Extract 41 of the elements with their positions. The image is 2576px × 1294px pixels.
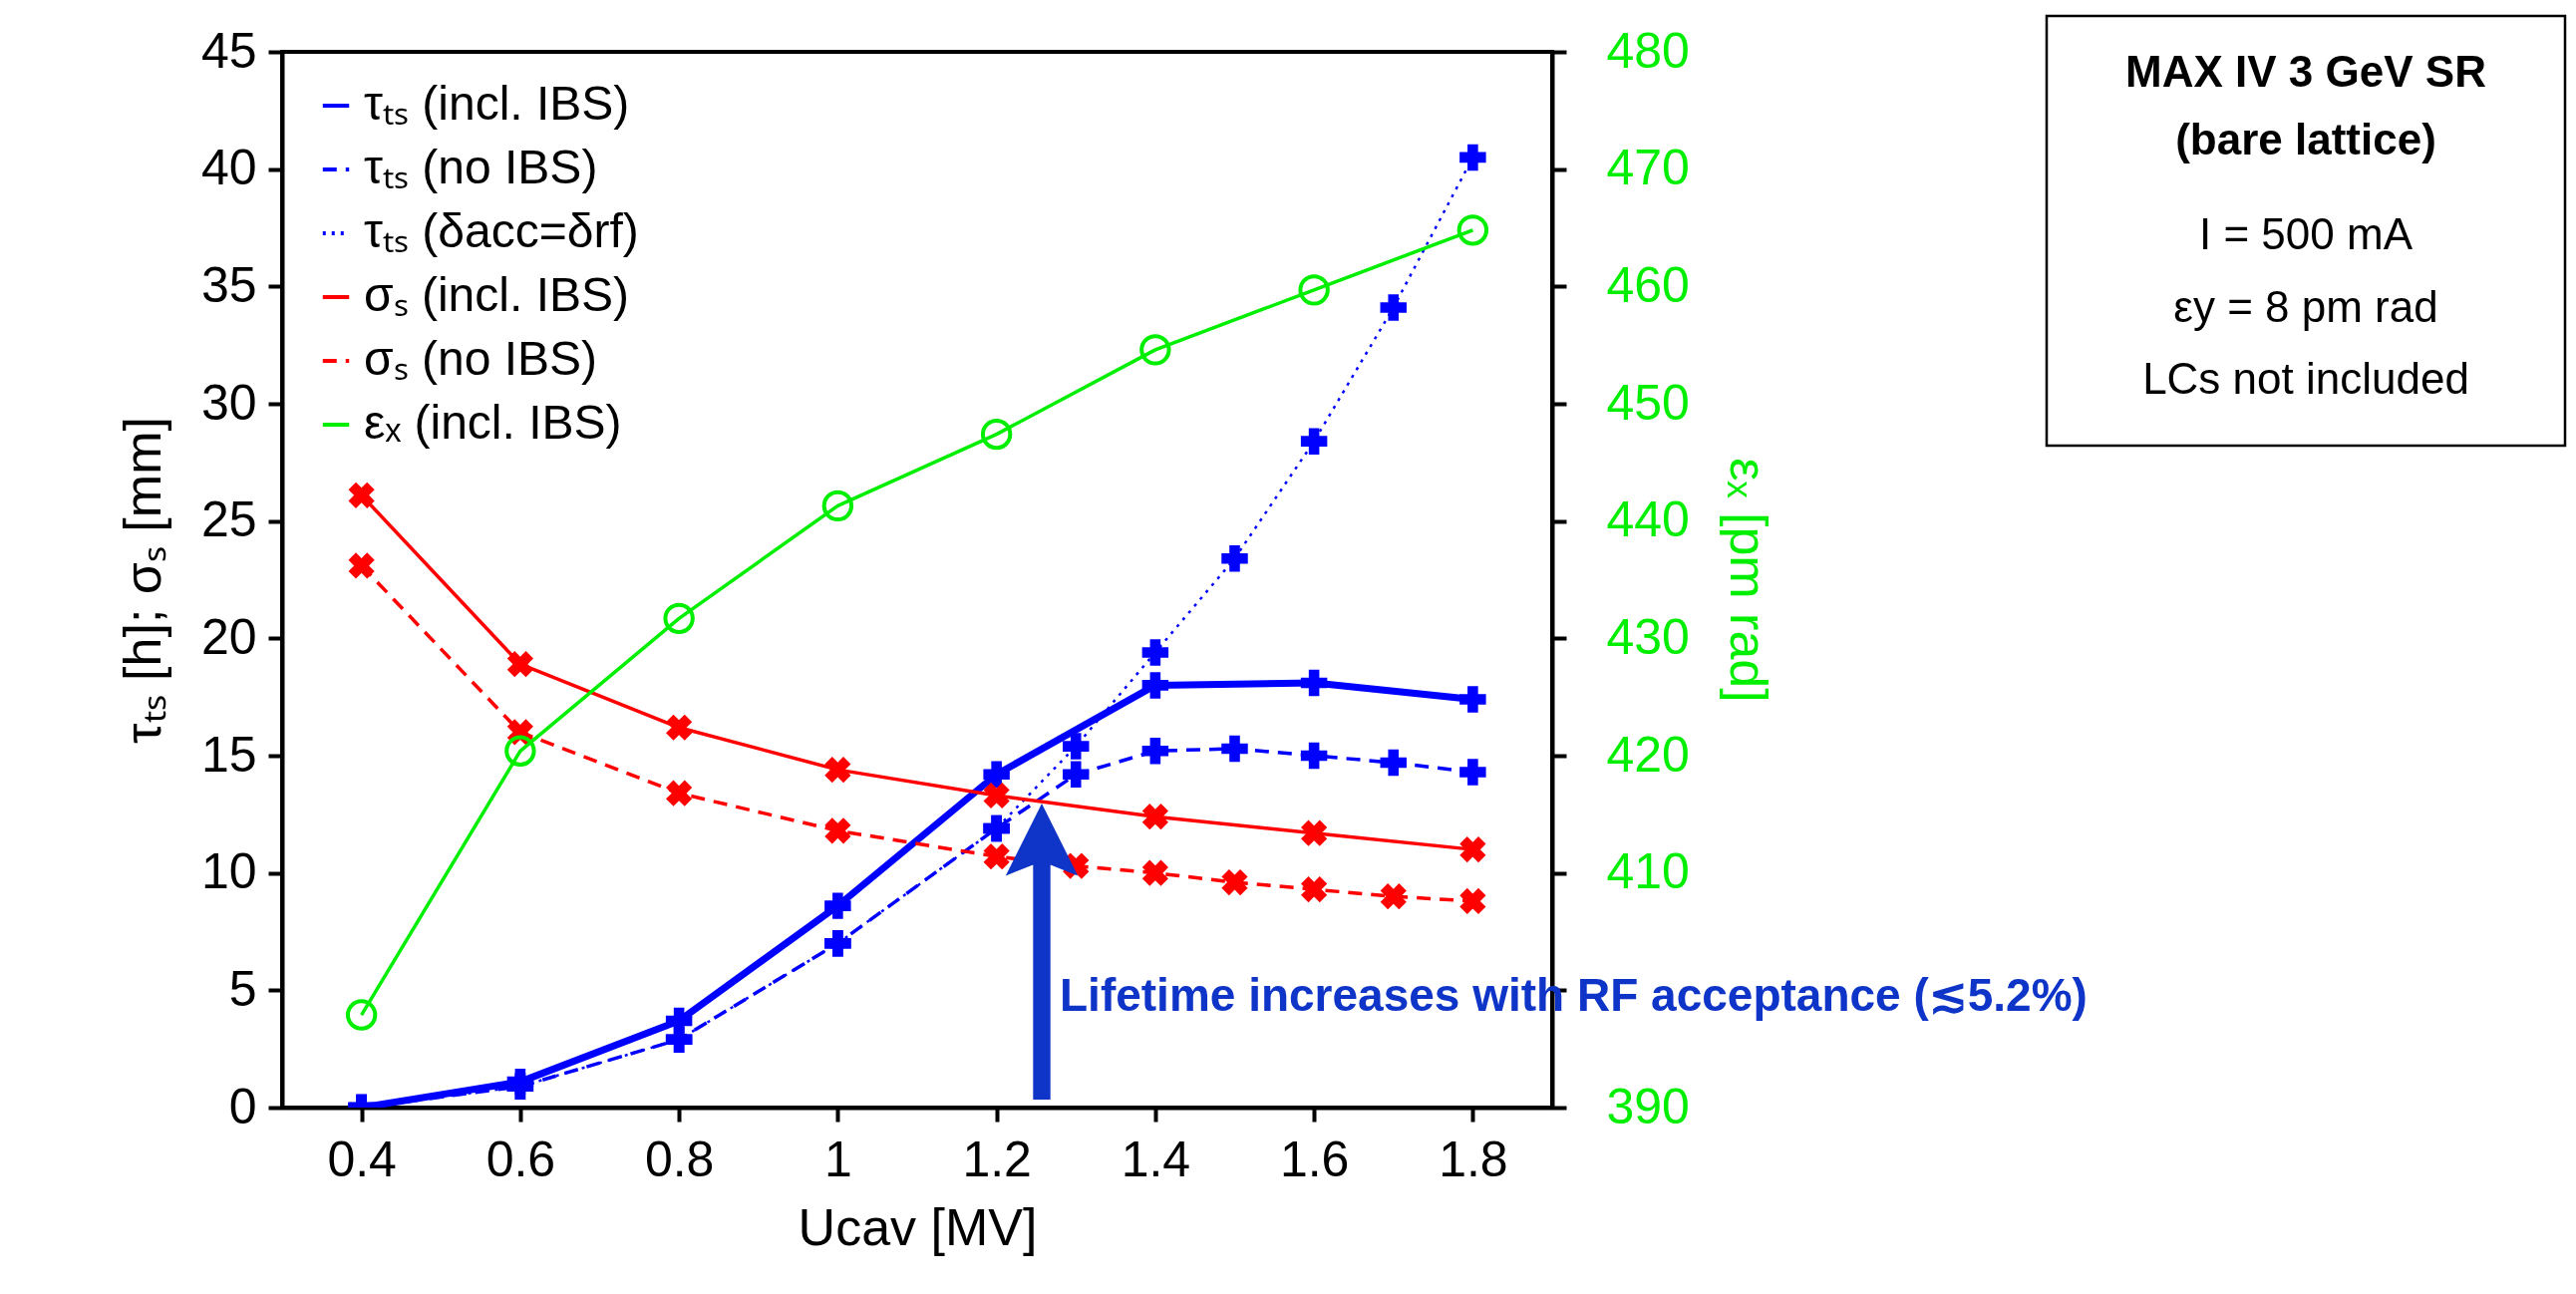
y-tick-label: 5 — [228, 960, 257, 1017]
x-tick-label: 1.6 — [1279, 1131, 1350, 1187]
y2-tick-label: 420 — [1606, 726, 1690, 783]
y-tick-label: 15 — [200, 726, 257, 783]
y2-axis-title: εₓ [pm rad] — [1719, 458, 1777, 703]
legend-label: σₛ (incl. IBS) — [364, 268, 629, 321]
x-tick-label: 1.4 — [1121, 1131, 1191, 1187]
y-axis-title: τₜₛ [h]; σₛ [mm] — [113, 417, 171, 744]
y2-tick-label: 480 — [1606, 22, 1690, 79]
legend-label: σₛ (no IBS) — [364, 332, 598, 385]
text: LCs not included — [2142, 354, 2469, 403]
y2-tick-label: 430 — [1606, 608, 1690, 665]
y-tick-label: 35 — [200, 256, 257, 313]
text: εy = 8 pm rad — [2173, 282, 2438, 331]
x-axis-title: Ucav [MV] — [798, 1197, 1038, 1256]
x-tick-label: 1.8 — [1439, 1131, 1508, 1187]
legend-label: τₜₛ (δacc=δrf) — [364, 204, 639, 257]
x-tick-label: 1.2 — [962, 1131, 1032, 1187]
y2-tick-label: 470 — [1606, 140, 1690, 196]
x-tick-label: 0.8 — [644, 1131, 715, 1187]
x-tick-label: 0.4 — [327, 1131, 397, 1187]
y2-tick-label: 390 — [1606, 1078, 1690, 1134]
y-tick-label: 25 — [200, 491, 257, 548]
y2-tick-label: 440 — [1606, 491, 1690, 548]
y-tick-label: 40 — [200, 140, 257, 196]
y-tick-label: 45 — [200, 22, 257, 79]
legend-label: εₓ (incl. IBS) — [364, 396, 622, 449]
y2-tick-label: 450 — [1606, 374, 1690, 431]
text: I = 500 mA — [2198, 209, 2414, 258]
legend-label: τₜₛ (no IBS) — [364, 141, 598, 193]
y-tick-label: 0 — [228, 1078, 257, 1134]
legend-label: τₜₛ (incl. IBS) — [364, 77, 630, 130]
y-tick-label: 10 — [200, 843, 257, 900]
text: (bare lattice) — [2175, 115, 2436, 163]
text: MAX IV 3 GeV SR — [2125, 47, 2486, 96]
y2-tick-label: 460 — [1606, 256, 1690, 313]
x-tick-label: 1 — [823, 1131, 852, 1187]
y-tick-label: 30 — [200, 374, 257, 431]
y2-tick-label: 410 — [1606, 843, 1690, 900]
y-tick-label: 20 — [200, 608, 257, 665]
x-tick-label: 0.6 — [485, 1131, 556, 1187]
